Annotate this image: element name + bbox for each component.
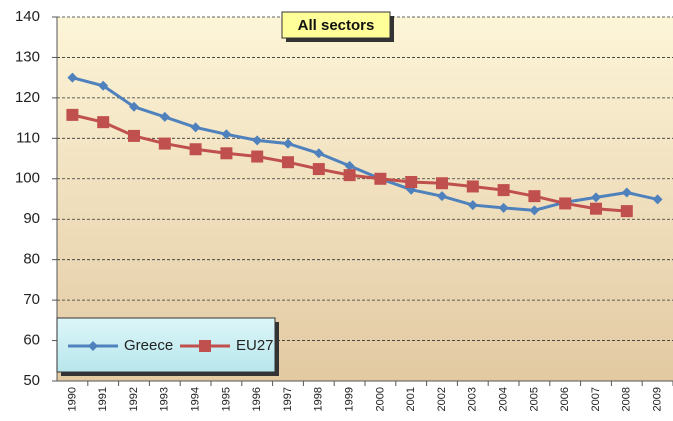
x-tick-label: 1991: [97, 387, 109, 411]
marker: [313, 148, 324, 159]
x-tick-label: 1999: [344, 387, 356, 411]
marker: [497, 184, 510, 197]
marker: [312, 163, 325, 176]
x-tick-label: 2004: [498, 387, 510, 411]
marker: [529, 205, 540, 216]
marker: [621, 187, 632, 198]
marker: [128, 129, 140, 142]
marker: [591, 192, 601, 203]
marker: [283, 138, 293, 149]
x-tick-label: 2003: [467, 387, 479, 411]
marker: [251, 150, 264, 163]
x-tick-label: 1993: [159, 387, 171, 411]
marker: [374, 172, 387, 185]
x-tick-label: 2007: [590, 387, 602, 411]
x-tick-label: 2001: [405, 387, 417, 411]
x-tick-label: 2009: [652, 387, 664, 411]
marker: [97, 116, 110, 129]
marker: [466, 180, 479, 193]
y-tick-label: 100: [15, 170, 40, 187]
marker: [405, 176, 418, 189]
marker: [159, 111, 170, 122]
x-tick-label: 2006: [559, 387, 571, 411]
marker: [199, 340, 211, 352]
x-tick-label: 1990: [66, 387, 78, 411]
marker: [67, 72, 78, 83]
x-tick-label: 1994: [190, 387, 202, 411]
marker: [436, 177, 448, 190]
marker: [98, 80, 109, 91]
y-tick-label: 110: [16, 129, 40, 146]
marker: [344, 160, 355, 171]
marker: [66, 108, 79, 121]
marker: [189, 143, 202, 156]
y-tick-label: 70: [23, 291, 40, 308]
marker: [620, 205, 633, 218]
legend-label: EU27: [236, 337, 274, 354]
y-tick-label: 50: [23, 372, 40, 389]
x-tick-label: 2002: [436, 387, 448, 411]
x-tick-label: 1992: [128, 387, 140, 411]
marker: [559, 197, 572, 210]
marker: [528, 190, 541, 203]
marker: [437, 191, 447, 202]
x-tick-label: 1996: [251, 387, 263, 411]
marker: [252, 135, 263, 146]
legend-label: Greece: [124, 337, 173, 354]
y-tick-label: 80: [23, 251, 40, 268]
x-tick-label: 2008: [621, 387, 633, 411]
marker: [652, 194, 663, 205]
marker: [158, 137, 171, 150]
y-tick-label: 130: [15, 48, 40, 65]
marker: [498, 202, 509, 213]
y-tick-label: 90: [23, 210, 40, 227]
chart-title: All sectors: [298, 17, 375, 34]
marker: [590, 202, 602, 215]
marker: [467, 200, 478, 211]
marker: [220, 147, 233, 160]
x-tick-label: 2000: [374, 387, 386, 411]
marker: [343, 169, 356, 182]
marker: [190, 122, 201, 133]
x-tick-label: 1997: [282, 387, 294, 411]
x-tick-label: 1998: [313, 387, 325, 411]
marker: [282, 156, 294, 169]
y-tick-label: 60: [23, 332, 40, 349]
marker: [221, 129, 232, 140]
y-tick-label: 140: [15, 8, 40, 25]
x-tick-label: 2005: [528, 387, 540, 411]
x-tick-label: 1995: [220, 387, 232, 411]
marker: [129, 101, 139, 112]
y-tick-label: 120: [15, 89, 40, 106]
marker: [88, 341, 98, 351]
title-box: [281, 11, 391, 39]
